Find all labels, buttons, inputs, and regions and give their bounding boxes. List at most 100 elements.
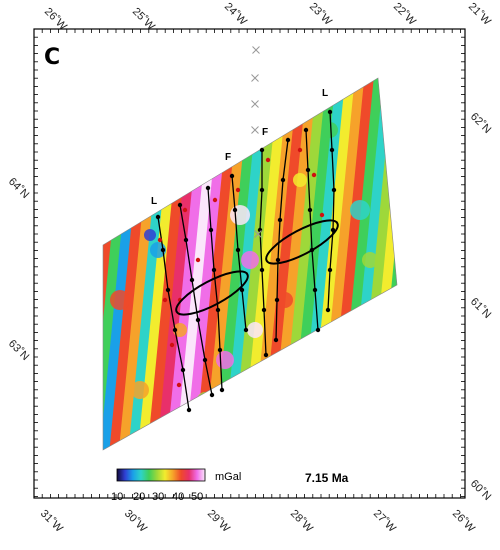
gravity-blotch: [173, 323, 187, 337]
ellipse-west: [175, 270, 249, 316]
grid-outline: [102, 77, 398, 451]
track-point: [312, 287, 318, 293]
red-point: [157, 237, 163, 243]
track-point: [303, 127, 309, 133]
label-l-west: L: [151, 196, 157, 207]
track-point: [211, 267, 217, 273]
red-point: [169, 342, 175, 348]
colorbar-tick-5: 50: [191, 491, 203, 503]
lon-label-bottom-5: 27˚W: [371, 508, 399, 536]
lat-label-right-2: 61˚N: [468, 296, 493, 321]
gravity-blotch: [241, 251, 259, 269]
track-point: [259, 187, 265, 193]
x-marker: [251, 100, 259, 108]
track-point: [315, 327, 321, 333]
lon-label-top-6: 21˚W: [466, 1, 494, 29]
track-point: [330, 227, 336, 233]
colorbar-tick-4: 40: [172, 491, 184, 503]
track-point: [172, 327, 178, 333]
colorbar-tick-1: 10: [111, 491, 123, 503]
gravity-blotch: [110, 290, 130, 310]
red-point: [311, 172, 317, 178]
track-point: [331, 187, 337, 193]
track-point: [165, 287, 171, 293]
track-point: [307, 207, 313, 213]
track-point: [261, 307, 267, 313]
lon-label-bottom-3: 29˚W: [205, 508, 233, 536]
lon-label-top-5: 22˚W: [391, 1, 419, 29]
track-point: [274, 297, 280, 303]
lat-label-right-3: 60˚N: [468, 478, 493, 503]
gravity-blotch: [216, 351, 234, 369]
red-point: [235, 187, 241, 193]
lon-label-bottom-2: 30˚W: [122, 508, 150, 536]
lat-label-left-1: 64˚N: [6, 176, 31, 201]
panel-letter: C: [44, 45, 60, 70]
track-point: [273, 337, 279, 343]
track-point: [183, 237, 189, 243]
x-markers: [251, 46, 262, 238]
x-marker: [251, 74, 259, 82]
track-point: [327, 109, 333, 115]
track-point: [202, 357, 208, 363]
gravity-blotch: [322, 122, 338, 138]
gravity-blotch: [144, 229, 156, 241]
frame-ticks: [33, 28, 465, 498]
colorbar-unit: mGal: [215, 471, 241, 483]
track-point: [305, 167, 311, 173]
ridge-segment-track: [207, 187, 223, 391]
lon-label-top-4: 23˚W: [307, 1, 335, 29]
lat-label-right-1: 62˚N: [468, 111, 493, 136]
left-latitude-labels: 64˚N 63˚N: [6, 176, 31, 363]
x-marker: [254, 230, 262, 238]
colorbar-tick-3: 30: [152, 491, 164, 503]
track-point: [186, 407, 192, 413]
ridge-segment-track: [327, 111, 335, 311]
red-point: [212, 197, 218, 203]
gravity-blotch: [230, 205, 250, 225]
track-point: [259, 267, 265, 273]
gravity-blotch: [131, 381, 149, 399]
gravity-band: [202, 78, 253, 450]
label-l-east: L: [322, 88, 328, 99]
label-f-west: F: [225, 152, 231, 163]
track-point: [325, 307, 331, 313]
track-point: [177, 202, 183, 208]
bottom-longitude-labels: 31˚W 30˚W 29˚W 28˚W 27˚W 26˚W: [38, 508, 478, 536]
track-point: [209, 392, 215, 398]
track-point: [259, 147, 265, 153]
track-point: [327, 267, 333, 273]
red-point: [176, 382, 182, 388]
ridge-segment-track: [259, 150, 267, 356]
track-point: [277, 217, 283, 223]
track-point: [275, 257, 281, 263]
gravity-blotch: [277, 292, 293, 308]
gravity-blotch: [350, 200, 370, 220]
track-point: [219, 387, 225, 393]
ridge-segment-track: [305, 129, 319, 331]
red-point: [297, 147, 303, 153]
gravity-blotch: [362, 252, 378, 268]
track-point: [235, 247, 241, 253]
age-label: 7.15 Ma: [305, 471, 349, 485]
track-point: [189, 277, 195, 283]
ellipse-east: [265, 219, 339, 265]
track-point: [215, 307, 221, 313]
gravity-blotch: [247, 322, 263, 338]
red-point: [195, 257, 201, 263]
track-point: [239, 287, 245, 293]
track-point: [217, 347, 223, 353]
track-point: [205, 185, 211, 191]
gravity-blotch: [293, 173, 307, 187]
track-point: [243, 327, 249, 333]
red-point: [182, 207, 188, 213]
red-point: [319, 212, 325, 218]
map-frame: [33, 28, 466, 499]
track-point: [229, 173, 235, 179]
track-point: [180, 367, 186, 373]
x-marker: [251, 126, 259, 134]
track-point: [263, 352, 269, 358]
red-point: [162, 297, 168, 303]
lat-label-left-2: 63˚N: [6, 338, 31, 363]
